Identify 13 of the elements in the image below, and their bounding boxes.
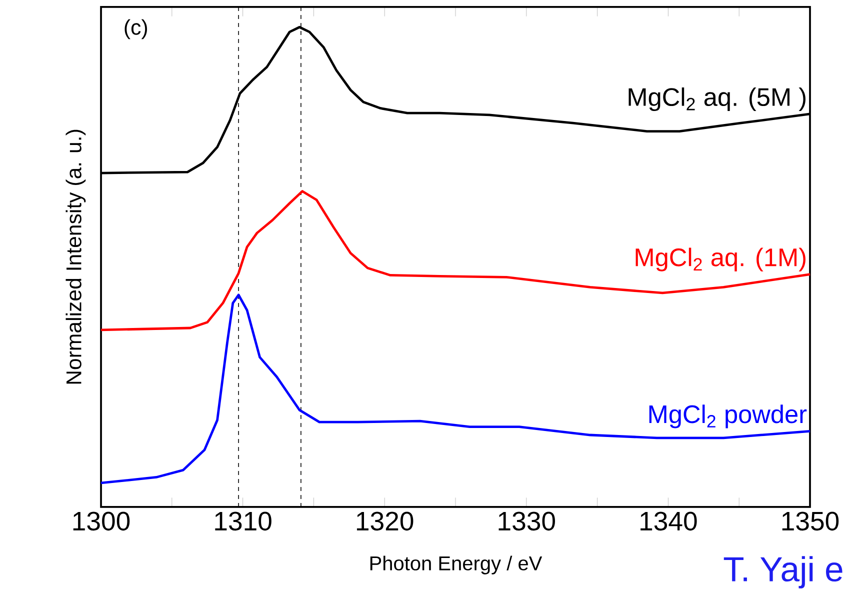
annotation: (c) — [124, 19, 147, 40]
x-tick-label: 1310 — [215, 512, 272, 531]
x-tick-label: 1300 — [73, 512, 130, 531]
text: T. Yaji e — [724, 556, 842, 588]
x-tick-label: 1330 — [498, 512, 555, 531]
x-axis-title: Photon Energy / eV — [370, 556, 542, 574]
x-tick-label: 1320 — [356, 512, 414, 531]
x-tick-label: 1350 — [782, 512, 839, 531]
y-axis-title: Normalized Intensity (a. u.) — [66, 130, 86, 384]
series-label: MgCl$_{2}$ aq. (1M) — [636, 248, 806, 272]
x-tick-label: 1340 — [640, 512, 697, 531]
series-label: MgCl$_{2}$ powder — [649, 404, 807, 428]
series-label: MgCl$_{2}$ aq. (5M ) — [628, 87, 806, 112]
